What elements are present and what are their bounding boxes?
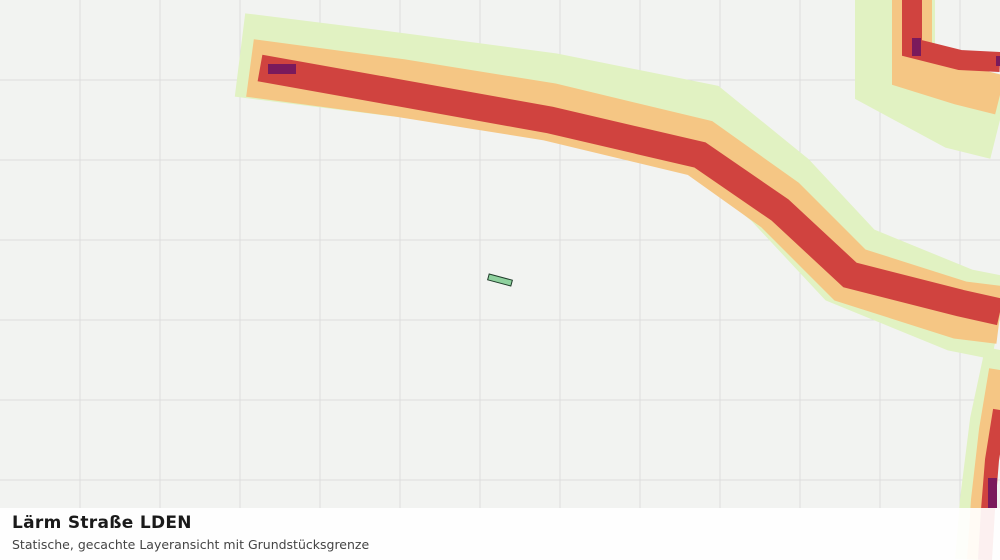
noise-band-max <box>988 478 997 508</box>
noise-band-max <box>268 64 296 74</box>
layer-title: Lärm Straße LDEN <box>12 513 192 533</box>
layer-subtitle: Statische, gecachte Layeransicht mit Gru… <box>12 537 370 552</box>
noise-band-max <box>912 38 921 56</box>
caption: Lärm Straße LDEN Statische, gecachte Lay… <box>0 508 1000 560</box>
noise-band-high <box>257 54 1000 326</box>
noise-band-max <box>996 56 1000 66</box>
noise-zones <box>234 0 1000 560</box>
parcel-boundary <box>487 273 513 287</box>
noise-band-high <box>902 0 1000 72</box>
